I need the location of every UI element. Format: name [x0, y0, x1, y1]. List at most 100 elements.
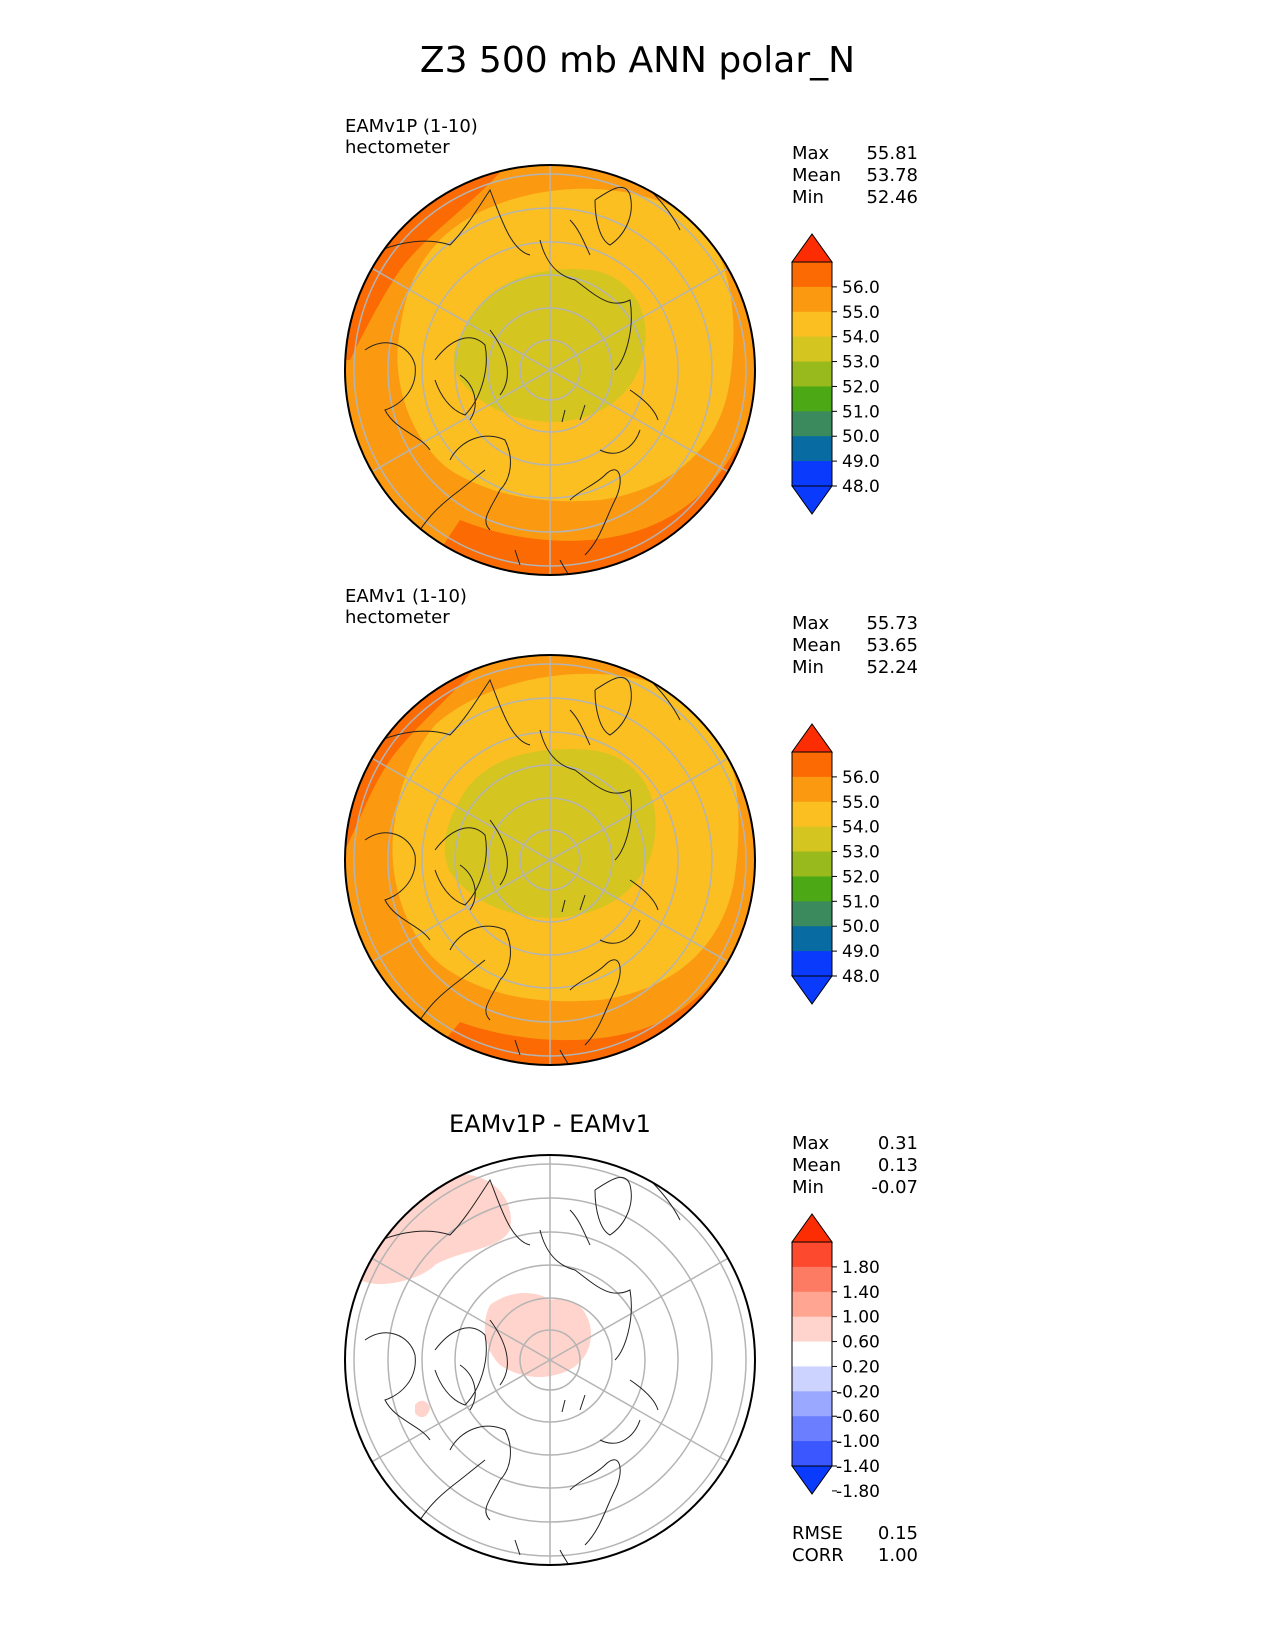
colorbar-tick-label: 53.0	[842, 843, 880, 863]
colorbar-extend-max	[791, 1213, 833, 1243]
stat-value: 0.31	[877, 1133, 918, 1154]
panel1-label: EAMv1P (1-10) hectometer	[345, 116, 478, 158]
colorbar-tick-label: 50.0	[842, 917, 880, 937]
colorbar-swatch	[792, 1291, 832, 1318]
colorbar-tick-label: 51.0	[842, 892, 880, 912]
panel2-map	[344, 654, 756, 1066]
colorbar-tick-label: -1.40	[836, 1457, 880, 1477]
stat-label: Max	[792, 1133, 830, 1154]
stat-value: 53.78	[866, 165, 918, 186]
colorbar-extend-min	[791, 1465, 833, 1495]
colorbar-tick-label: -0.60	[836, 1407, 880, 1427]
colorbar-swatch	[792, 1441, 832, 1467]
colorbar-tick-label: 48.0	[842, 967, 880, 987]
colorbar-swatch	[792, 411, 832, 437]
stat-value: 55.73	[866, 613, 918, 634]
colorbar-tick-label: 48.0	[842, 477, 880, 497]
colorbar-tick-label: 49.0	[842, 942, 880, 962]
colorbar-ticks: 56.0 55.0 54.0 53.0 52.0 51.0 50.0 49.0 48.0	[832, 278, 880, 497]
colorbar-tick-label: 51.0	[842, 402, 880, 422]
colorbar-outline	[791, 261, 833, 487]
stat-value: 0.13	[877, 1155, 918, 1176]
colorbar-swatch	[792, 776, 832, 803]
colorbar-swatch	[792, 386, 832, 412]
colorbar-tick-label: 52.0	[842, 377, 880, 397]
colorbar-swatch	[792, 461, 832, 487]
colorbar-tick-label: 55.0	[842, 303, 880, 323]
stat-value: 55.81	[866, 143, 918, 164]
stat-label: Min	[792, 1177, 824, 1198]
stat-label: Max	[792, 613, 830, 634]
colorbar-swatch	[792, 752, 832, 778]
panel2-stats: Max 55.73 Mean 53.65 Min 52.24	[792, 613, 918, 679]
colorbar-tick-label: 1.40	[842, 1283, 880, 1303]
colorbar-extend-min	[791, 485, 833, 515]
colorbar-swatch	[792, 336, 832, 363]
colorbar-extend-max	[791, 723, 833, 753]
colorbar-extend-min	[791, 975, 833, 1005]
panel1-colorbar: 56.0 55.0 54.0 53.0 52.0 51.0 50.0 49.0 48.0	[791, 233, 880, 515]
stat-value: 52.24	[866, 657, 918, 678]
metric-value: 0.15	[877, 1523, 918, 1544]
colorbar-tick-label: 54.0	[842, 328, 880, 348]
panel3-map	[344, 1154, 756, 1566]
colorbar-swatch	[792, 262, 832, 288]
stat-value: 53.65	[866, 635, 918, 656]
colorbar-swatches	[791, 1213, 833, 1495]
colorbar-tick-label: 0.60	[842, 1333, 880, 1353]
colorbar-ticks: 56.0 55.0 54.0 53.0 52.0 51.0 50.0 49.0 48.0	[832, 768, 880, 987]
colorbar-tick-label: 1.80	[842, 1258, 880, 1278]
panel1-model: EAMv1P (1-10)	[345, 116, 478, 137]
colorbar-swatch	[792, 901, 832, 927]
colorbar-tick-label: 49.0	[842, 452, 880, 472]
colorbar-swatch	[792, 826, 832, 853]
panel2-colorbar: 56.0 55.0 54.0 53.0 52.0 51.0 50.0 49.0 48.0	[791, 723, 880, 1005]
colorbar-swatch	[792, 1391, 832, 1417]
metric-value: 1.00	[877, 1545, 918, 1566]
panel3-metrics: RMSE 0.15 CORR 1.00	[792, 1523, 918, 1567]
colorbar-swatch	[792, 1416, 832, 1442]
metric-label: CORR	[792, 1545, 844, 1566]
figure-title: Z3 500 mb ANN polar_N	[419, 40, 856, 81]
stat-label: Max	[792, 143, 830, 164]
colorbar-ticks: 1.80 1.40 1.00 0.60 0.20 -0.20 -0.60 -1.00 -1.40…	[832, 1258, 880, 1502]
colorbar-swatch	[792, 926, 832, 952]
panel3-colorbar: 1.80 1.40 1.00 0.60 0.20 -0.20 -0.60 -1.00 -1.40…	[791, 1213, 880, 1502]
stat-label: Min	[792, 657, 824, 678]
colorbar-tick-label: 1.00	[842, 1308, 880, 1328]
colorbar-tick-label: 53.0	[842, 353, 880, 373]
panel3-stats: Max 0.31 Mean 0.13 Min -0.07	[792, 1133, 918, 1199]
colorbar-swatch	[792, 1366, 832, 1392]
stat-label: Mean	[792, 165, 842, 186]
colorbar-tick-label: 55.0	[842, 793, 880, 813]
colorbar-tick-label: -1.80	[836, 1482, 880, 1502]
colorbar-swatch	[792, 1242, 832, 1268]
colorbar-swatch	[792, 801, 832, 828]
stat-value: -0.07	[871, 1177, 918, 1198]
colorbar-tick-label: 50.0	[842, 427, 880, 447]
panel2-units: hectometer	[345, 607, 450, 628]
colorbar-tick-label: 54.0	[842, 818, 880, 838]
colorbar-swatch	[792, 311, 832, 338]
stat-value: 52.46	[866, 187, 918, 208]
stat-label: Mean	[792, 1155, 842, 1176]
colorbar-swatch	[792, 286, 832, 313]
metric-label: RMSE	[792, 1523, 843, 1544]
colorbar-tick-label: 56.0	[842, 768, 880, 788]
panel2-model: EAMv1 (1-10)	[345, 586, 467, 607]
panel1-units: hectometer	[345, 137, 450, 158]
colorbar-swatch	[792, 361, 832, 387]
colorbar-swatches	[791, 233, 833, 515]
panel3-title: EAMv1P - EAMv1	[449, 1110, 651, 1138]
colorbar-tick-label: -0.20	[836, 1382, 880, 1402]
colorbar-swatches	[791, 723, 833, 1005]
stat-label: Mean	[792, 635, 842, 656]
panel1-stats: Max 55.81 Mean 53.78 Min 52.46	[792, 143, 918, 209]
colorbar-outline	[791, 1241, 833, 1467]
panel2-label: EAMv1 (1-10) hectometer	[345, 586, 467, 628]
colorbar-swatch	[792, 1266, 832, 1293]
panel1-map	[344, 164, 756, 576]
colorbar-outline	[791, 751, 833, 977]
colorbar-swatch	[792, 951, 832, 977]
colorbar-tick-label: -1.00	[836, 1432, 880, 1452]
